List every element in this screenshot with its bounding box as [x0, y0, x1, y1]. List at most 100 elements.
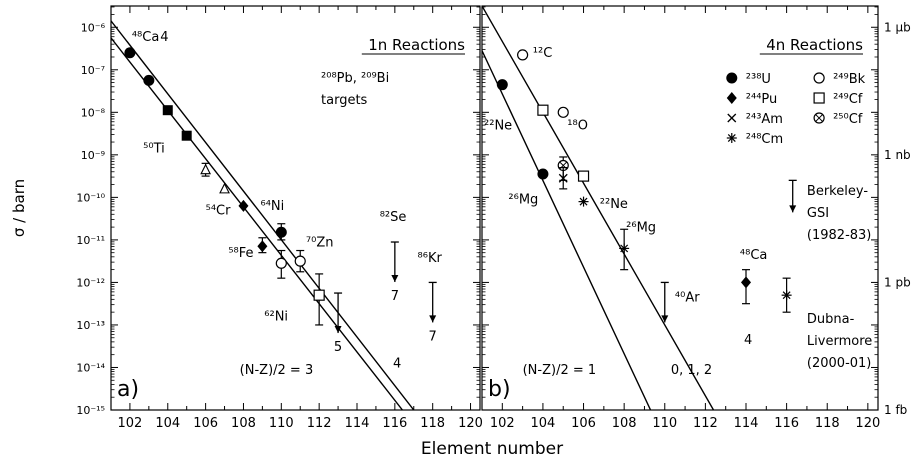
annotation: ²⁶Mg: [508, 193, 538, 208]
marker-filled-diamond: [257, 240, 268, 253]
annotation: (N-Z)/2 = 1: [523, 363, 597, 378]
panel-title: 1n Reactions: [368, 36, 465, 54]
y-axis-label: σ / barn: [10, 179, 28, 237]
fit-line: [482, 6, 715, 410]
x-tick-label: 104: [531, 416, 556, 431]
marker-filled-diamond: [741, 276, 751, 289]
legend-item: ²⁴⁸Cm: [726, 132, 783, 147]
plot-frame: [110, 5, 481, 411]
marker-filled-square: [181, 130, 192, 141]
note-text: Berkeley-: [807, 184, 868, 199]
x-tick-label: 112: [693, 416, 718, 431]
right-tick-label: 1 μb: [884, 20, 911, 34]
annotation: 4: [744, 333, 752, 348]
panel-subtitle: ²⁰⁸Pb, ²⁰⁹Bi: [321, 71, 389, 86]
legend-item: ²⁵⁰Cf: [813, 112, 863, 127]
marker-open-square: [537, 104, 549, 116]
y-tick-label: 10⁻⁷: [81, 64, 105, 77]
y-tick-label: 10⁻⁶: [81, 21, 106, 34]
upper-limit-arrow: [661, 315, 669, 323]
marker-filled-circle: [726, 72, 738, 84]
x-axis-label: Element number: [421, 439, 563, 459]
marker-asterisk: [579, 197, 588, 206]
x-tick-label: 102: [118, 416, 143, 431]
legend-label: ²⁴⁹Cf: [833, 92, 863, 107]
legend-item: ²⁴⁴Pu: [726, 92, 777, 107]
legend-label: ²⁵⁰Cf: [833, 112, 863, 127]
x-tick-label: 116: [774, 416, 799, 431]
legend-item: ²⁴⁹Bk: [813, 72, 866, 87]
annotation: ⁷⁰Zn: [306, 235, 334, 250]
annotation: ²²Ne: [600, 197, 628, 212]
annotation: ⁴⁸Ca: [132, 30, 159, 45]
y-tick-label: 10⁻¹¹: [76, 234, 105, 247]
marker-filled-circle: [537, 168, 549, 180]
legend-item: ²⁴⁹Cf: [813, 92, 863, 107]
note-text: GSI: [807, 206, 829, 221]
x-tick-label: 112: [307, 416, 332, 431]
note-text: (1982-83): [807, 228, 871, 243]
annotation: ⁴⁸Ca: [740, 248, 767, 263]
marker-filled-diamond: [238, 199, 249, 212]
x-tick-label: 108: [612, 416, 637, 431]
legend-label: ²⁴³Am: [746, 112, 783, 127]
fit-line: [111, 20, 415, 410]
marker-open-square: [813, 92, 825, 104]
panel-subtitle: targets: [321, 93, 368, 108]
y-tick-label: 10⁻¹⁰: [76, 191, 105, 204]
marker-filled-diamond: [726, 92, 737, 104]
x-tick-label: 118: [815, 416, 840, 431]
x-tick-label: 106: [571, 416, 596, 431]
legend-item: ²³⁸U: [726, 72, 771, 87]
marker-open-square: [313, 289, 325, 301]
annotation: ⁶²Ni: [264, 310, 288, 325]
marker-filled-circle: [275, 226, 287, 238]
x-tick-label: 104: [155, 416, 180, 431]
marker-cross: [558, 173, 568, 183]
marker-filled-square: [162, 105, 173, 116]
y-tick-label: 10⁻⁸: [81, 106, 106, 119]
x-tick-label: 106: [193, 416, 218, 431]
y-tick-label: 10⁻¹³: [76, 319, 105, 332]
annotation: ⁴⁰Ar: [675, 291, 700, 306]
marker-open-circle: [275, 257, 287, 269]
marker-open-circle: [557, 106, 569, 118]
x-tick-label: 110: [269, 416, 294, 431]
annotation: ²⁶Mg: [626, 220, 656, 235]
marker-circle-cross: [815, 114, 823, 122]
note-text: Dubna-: [807, 312, 855, 327]
panel-a: 102 104 106 108 110 112 114 116 118 120 10⁻¹⁵ 10⁻¹⁴…: [76, 5, 483, 431]
x-tick-label: 120: [855, 416, 880, 431]
marker-filled-circle: [124, 47, 136, 59]
upper-limit-label: 5: [334, 340, 342, 355]
marker-cross: [727, 113, 737, 123]
fit-lines: [482, 6, 715, 410]
marker-asterisk: [620, 244, 629, 253]
y-tick-label: 10⁻¹⁵: [76, 404, 105, 417]
annotation: 0, 1, 2: [671, 363, 712, 378]
legend-label: ²³⁸U: [746, 72, 771, 87]
annotation: 4: [160, 30, 168, 45]
x-tick-label: 114: [734, 416, 759, 431]
annotation: ⁵⁴Cr: [206, 203, 232, 218]
fit-lines: [111, 20, 415, 410]
right-tick-label: 1 nb: [884, 148, 911, 162]
annotation: ⁵⁸Fe: [228, 246, 253, 261]
plot-frame: [481, 5, 879, 411]
annotation: ⁶⁴Ni: [260, 199, 284, 214]
panel-b: 102 104 106 108 110 112 114 116 118 120 1 μb 1 nb 1 …: [481, 5, 911, 431]
legend-arrow: [789, 205, 797, 213]
marker-open-circle: [294, 255, 306, 267]
legend-label: ²⁴⁹Bk: [833, 72, 866, 87]
marker-filled-circle: [143, 74, 155, 86]
marker-open-triangle: [219, 182, 230, 194]
legend-label: ²⁴⁸Cm: [746, 132, 783, 147]
x-tick-label: 120: [458, 416, 483, 431]
fit-line: [111, 37, 403, 410]
panel-label: b): [488, 377, 511, 402]
annotation: ¹²C: [533, 46, 553, 61]
marker-asterisk: [782, 291, 791, 300]
x-tick-label: 110: [652, 416, 677, 431]
x-tick-label: 102: [490, 416, 515, 431]
